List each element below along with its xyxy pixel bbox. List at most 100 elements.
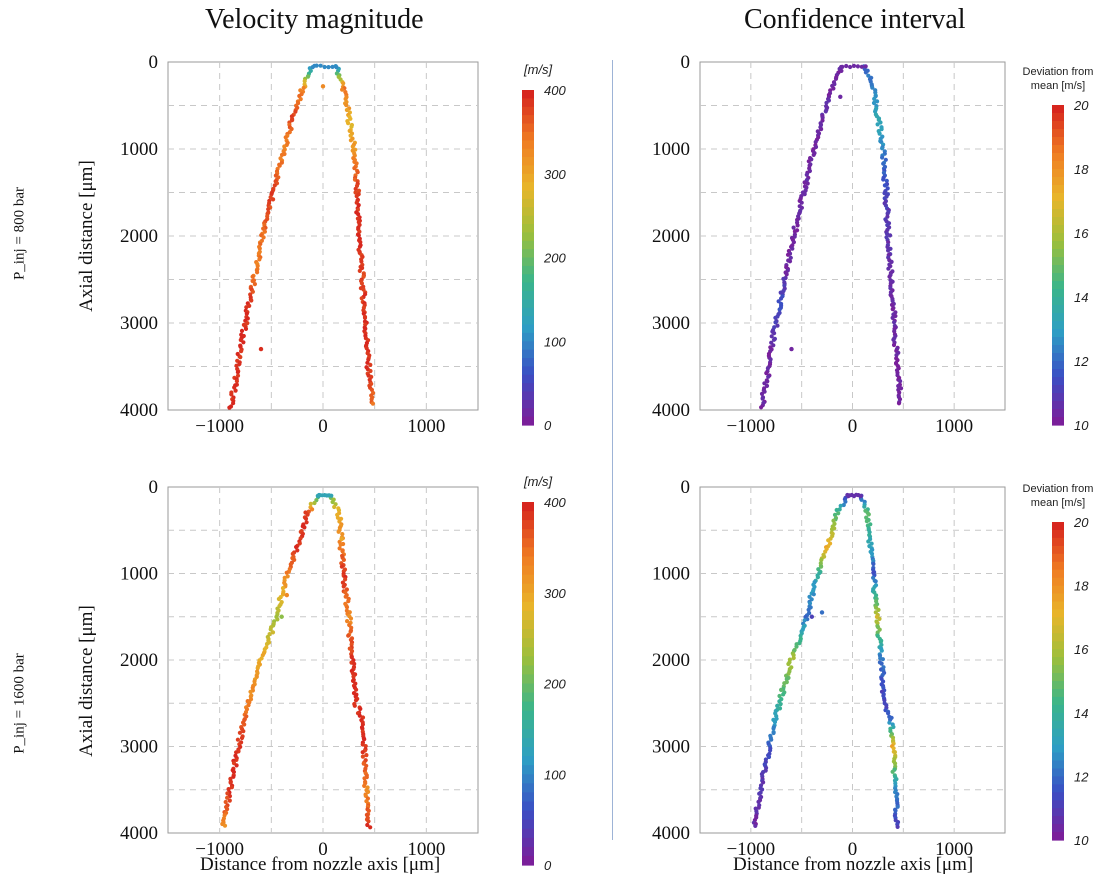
- colorbar-segment-velocity-800: [522, 190, 534, 200]
- spray-point-velocity-800: [257, 257, 262, 262]
- colorbar-segment-velocity-1600: [522, 828, 534, 839]
- spray-point-velocity-800: [353, 186, 358, 191]
- spray-point-confidence-1600: [866, 512, 871, 517]
- spray-point-confidence-800: [819, 127, 824, 132]
- y-tick-label-confidence-800-1: 1000: [652, 139, 690, 160]
- spray-point-velocity-1600: [368, 825, 373, 830]
- spray-point-velocity-800: [361, 311, 366, 316]
- colorbar-segment-velocity-1600: [522, 728, 534, 739]
- spray-point-velocity-800: [348, 133, 353, 138]
- spray-point-velocity-800: [326, 65, 331, 70]
- spray-point-confidence-1600: [893, 808, 898, 813]
- spray-point-confidence-1600: [811, 592, 816, 597]
- spray-point-velocity-1600: [225, 807, 230, 812]
- spray-point-velocity-800: [356, 233, 361, 238]
- colorbar-segment-confidence-1600: [1052, 585, 1064, 595]
- colorbar-tick-confidence-1600-2: 14: [1074, 706, 1088, 721]
- colorbar-segment-velocity-1600: [522, 574, 534, 585]
- spray-point-confidence-1600: [829, 527, 835, 532]
- colorbar-segment-confidence-800: [1052, 249, 1064, 258]
- colorbar-tick-velocity-1600-1: 100: [544, 767, 566, 782]
- colorbar-segment-confidence-1600: [1052, 728, 1064, 738]
- colorbar-segment-velocity-800: [522, 106, 534, 116]
- spray-point-confidence-800: [791, 225, 796, 230]
- spray-point-velocity-1600: [242, 722, 247, 727]
- spray-point-velocity-1600: [225, 791, 230, 796]
- spray-point-velocity-800: [244, 305, 249, 310]
- spray-point-confidence-800: [882, 183, 888, 188]
- spray-point-confidence-1600: [802, 618, 807, 623]
- spray-point-confidence-800: [776, 299, 781, 304]
- colorbar-segment-velocity-1600: [522, 629, 534, 639]
- spray-point-velocity-1600: [235, 737, 240, 742]
- spray-point-velocity-800: [277, 163, 282, 168]
- spray-point-confidence-800: [894, 353, 899, 358]
- colorbar-segment-velocity-1600: [522, 665, 534, 676]
- spray-point-confidence-1600: [866, 539, 871, 544]
- y-tick-label-velocity-1600-3: 3000: [120, 737, 158, 758]
- y-tick-label-confidence-1600-4: 4000: [652, 823, 690, 844]
- spray-point-velocity-800: [362, 315, 368, 320]
- colorbar-segment-confidence-1600: [1052, 609, 1064, 619]
- colorbar-segment-velocity-1600: [522, 502, 534, 512]
- spray-point-velocity-1600: [264, 641, 270, 647]
- spray-point-velocity-800: [368, 368, 373, 374]
- spray-point-velocity-1600: [237, 730, 242, 735]
- colorbar-tick-velocity-800-2: 200: [543, 251, 566, 266]
- colorbar-segment-confidence-1600: [1052, 569, 1064, 579]
- spray-point-confidence-800: [863, 64, 868, 69]
- colorbar-segment-confidence-800: [1052, 409, 1064, 418]
- colorbar-segment-velocity-1600: [522, 710, 534, 721]
- colorbar-segment-confidence-800: [1052, 113, 1064, 122]
- colorbar-tick-confidence-800-0: 10: [1074, 418, 1089, 433]
- colorbar-segment-velocity-800: [522, 131, 534, 141]
- colorbar-segment-confidence-800: [1052, 241, 1064, 250]
- colorbar-segment-velocity-800: [522, 399, 534, 409]
- colorbar-segment-velocity-800: [522, 324, 534, 334]
- spray-point-velocity-1600: [339, 564, 344, 569]
- spray-point-confidence-800: [859, 64, 864, 69]
- spray-point-confidence-1600: [775, 703, 780, 709]
- spray-point-velocity-800: [241, 340, 246, 345]
- colorbar-title-line2-confidence-800: mean [m/s]: [1031, 80, 1085, 92]
- spray-point-extra-velocity-1600-1: [284, 592, 290, 598]
- x-tick-label-velocity-1600-2: 1000: [407, 839, 445, 860]
- spray-point-velocity-800: [283, 135, 288, 140]
- spray-point-velocity-1600: [239, 735, 245, 741]
- spray-point-velocity-800: [252, 282, 257, 287]
- spray-point-confidence-1600: [806, 607, 811, 612]
- colorbar-segment-velocity-1600: [522, 774, 534, 784]
- colorbar-segment-velocity-800: [522, 282, 534, 292]
- colorbar-title-velocity-1600: [m/s]: [523, 474, 553, 489]
- colorbar-segment-confidence-800: [1052, 329, 1064, 338]
- spray-point-velocity-800: [370, 401, 375, 406]
- spray-point-confidence-800: [805, 181, 810, 186]
- colorbar-segment-confidence-800: [1052, 337, 1064, 346]
- spray-point-velocity-1600: [343, 594, 348, 599]
- spray-point-velocity-1600: [343, 577, 348, 582]
- spray-point-confidence-800: [795, 223, 800, 228]
- spray-point-confidence-800: [784, 272, 789, 277]
- spray-point-confidence-800: [823, 109, 828, 114]
- colorbar-segment-velocity-800: [522, 274, 534, 284]
- spray-point-velocity-1600: [354, 687, 359, 692]
- colorbar-segment-confidence-800: [1052, 369, 1064, 378]
- spray-point-velocity-1600: [270, 630, 276, 635]
- spray-point-velocity-800: [298, 97, 303, 102]
- x-tick-label-confidence-800-2: 1000: [935, 416, 973, 437]
- spray-point-velocity-1600: [360, 750, 365, 755]
- colorbar-segment-confidence-1600: [1052, 657, 1064, 666]
- colorbar-segment-confidence-800: [1052, 393, 1064, 402]
- colorbar-segment-velocity-1600: [522, 801, 534, 812]
- spray-point-velocity-1600: [338, 542, 343, 547]
- colorbar-segment-confidence-1600: [1052, 696, 1064, 706]
- spray-point-velocity-800: [250, 289, 255, 294]
- colorbar-tick-velocity-1600-4: 400: [544, 495, 566, 510]
- colorbar-tick-velocity-800-1: 100: [544, 334, 566, 349]
- spray-point-velocity-800: [261, 226, 266, 231]
- colorbar-segment-confidence-1600: [1052, 665, 1064, 674]
- colorbar-segment-confidence-800: [1052, 321, 1064, 330]
- spray-point-confidence-1600: [769, 737, 774, 742]
- y-tick-label-velocity-1600-2: 2000: [120, 650, 158, 671]
- colorbar-segment-confidence-800: [1052, 169, 1064, 178]
